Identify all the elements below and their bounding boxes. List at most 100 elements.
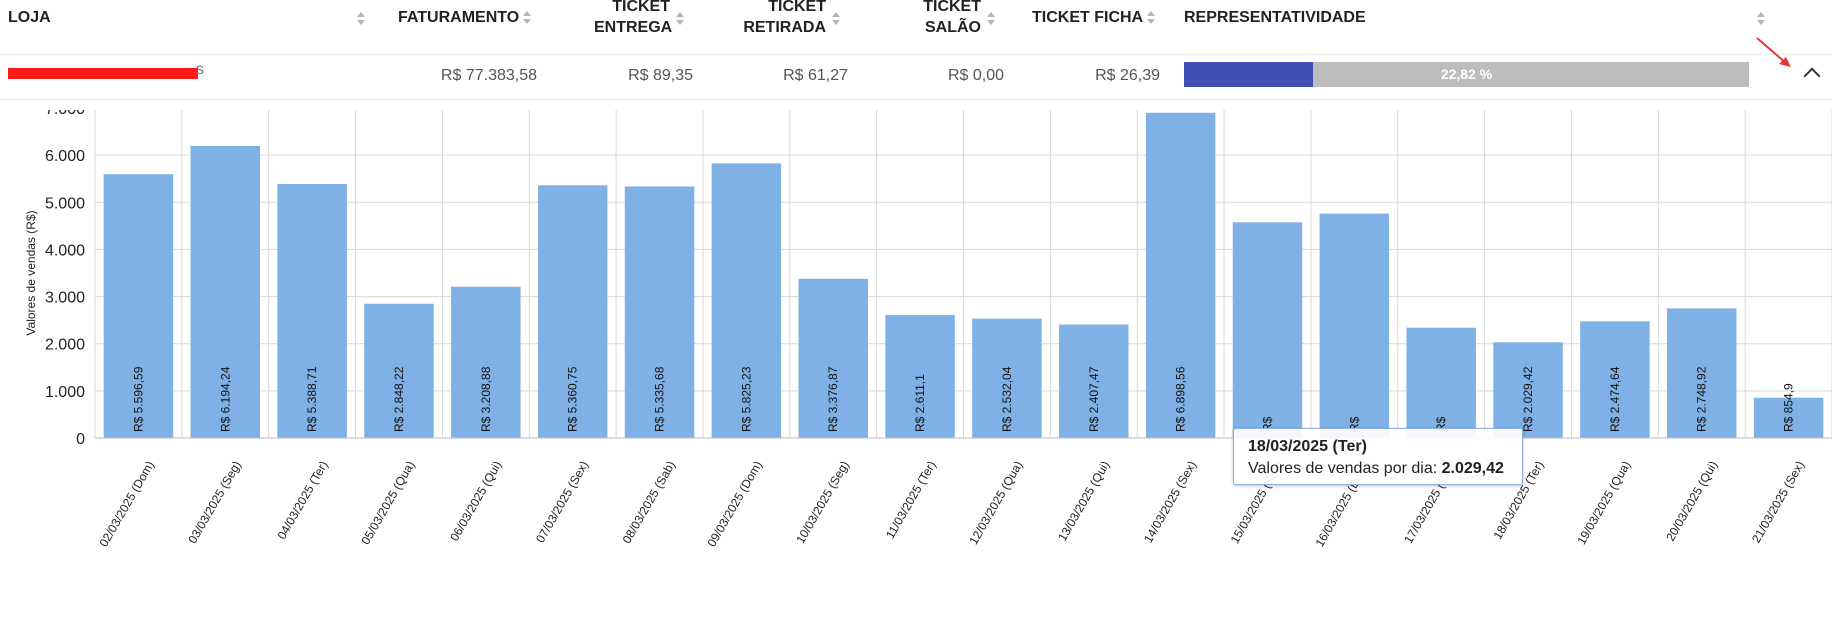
y-tick-label: 4.000 [45, 242, 85, 259]
bar[interactable] [1753, 397, 1824, 438]
bar[interactable] [277, 183, 347, 438]
x-tick-label: 02/03/2025 (Dom) [97, 459, 157, 550]
y-tick-label: 2.000 [45, 337, 85, 354]
sort-ticket-ficha-icon[interactable] [1146, 10, 1156, 25]
y-tick-label: 3.000 [45, 290, 85, 307]
bar-value-label: R$ 5.825,23 [739, 366, 753, 432]
bar-value-label: R$ 2.748,92 [1695, 366, 1709, 432]
table-row[interactable]: s R$ 77.383,58 R$ 89,35 R$ 61,27 R$ 0,00… [0, 55, 1832, 100]
bar[interactable] [451, 286, 521, 438]
bar[interactable] [1666, 308, 1737, 438]
table-header: LOJA FATURAMENTO TICKET ENTREGA TICKET R… [0, 0, 1832, 55]
progress-fill [1184, 62, 1313, 87]
header-ticket-entrega-line1: TICKET [612, 0, 670, 15]
header-ticket-ficha-label: TICKET FICHA [1032, 9, 1144, 27]
cell-ticket-salao: R$ 0,00 [947, 67, 1004, 84]
sort-faturamento-icon[interactable] [522, 10, 532, 25]
x-tick-label: 10/03/2025 (Seg) [793, 459, 851, 546]
tooltip-line: Valores de vendas por dia: 2.029,42 [1248, 457, 1522, 481]
bar[interactable] [972, 318, 1042, 438]
bar[interactable] [364, 303, 434, 438]
bar-value-label: R$ 2.848,22 [392, 366, 406, 432]
bar-value-label: R$ 2.474,64 [1608, 366, 1622, 432]
bar[interactable] [1580, 321, 1650, 438]
x-tick-label: 03/03/2025 (Seg) [185, 459, 243, 546]
bar-value-label: R$ 2.611,1 [913, 374, 927, 432]
bar-value-label: R$ 3.376,87 [826, 366, 840, 432]
bar-value-label: R$ 6.898,56 [1174, 366, 1188, 432]
header-representatividade[interactable]: REPRESENTATIVIDADE [1184, 7, 1366, 28]
cell-ticket-ficha: R$ 26,39 [1095, 67, 1160, 84]
sort-loja-icon[interactable] [356, 12, 366, 26]
x-tick-label: 12/03/2025 (Qua) [966, 459, 1025, 547]
bar-value-label: R$ 5.596,59 [131, 366, 145, 432]
bar-value-label: R$ 5.360,75 [566, 366, 580, 432]
bar-value-label: R$ 5.388,71 [305, 366, 319, 432]
bar[interactable] [798, 278, 868, 438]
store-name-tail: s [196, 61, 204, 78]
bar-value-label: R$ 854,9 [1782, 383, 1796, 432]
tooltip-label: Valores de vendas por dia: [1248, 460, 1438, 477]
x-tick-label: 04/03/2025 (Ter) [275, 459, 331, 542]
sort-representatividade-icon[interactable] [1756, 12, 1766, 26]
bar[interactable] [1493, 342, 1563, 438]
y-tick-label: 1.000 [45, 384, 85, 401]
header-ticket-salao-line1: TICKET [923, 0, 981, 15]
x-tick-label: 09/03/2025 (Dom) [704, 459, 764, 550]
sort-ticket-salao-icon[interactable] [986, 12, 996, 26]
x-tick-label: 06/03/2025 (Qui) [447, 459, 504, 544]
redacted-store-name [8, 68, 198, 79]
bar[interactable] [885, 314, 955, 438]
header-ticket-entrega-line2: ENTREGA [594, 19, 673, 36]
y-tick-label: 5.000 [45, 195, 85, 212]
bar-value-label: R$ 3.208,88 [479, 366, 493, 432]
bar[interactable] [1319, 213, 1390, 438]
x-tick-label: 13/03/2025 (Qui) [1055, 459, 1112, 544]
bar[interactable] [1145, 112, 1216, 439]
chart-tooltip: 18/03/2025 (Ter) Valores de vendas por d… [1233, 428, 1523, 485]
x-tick-label: 21/03/2025 (Sex) [1749, 458, 1807, 545]
y-tick-label: 7.000 [45, 110, 85, 118]
header-ticket-entrega[interactable]: TICKET ENTREGA [594, 0, 673, 38]
header-ticket-salao-line2: SALÃO [925, 19, 981, 36]
header-faturamento[interactable]: FATURAMENTO [398, 7, 532, 28]
x-tick-label: 05/03/2025 (Qua) [358, 459, 417, 547]
sort-ticket-retirada-icon[interactable] [831, 12, 841, 26]
bar[interactable] [711, 163, 782, 438]
bar[interactable] [624, 186, 695, 438]
bar-value-label: R$ 2.407,47 [1087, 366, 1101, 432]
y-axis-title: Valores de vendas (R$) [24, 210, 38, 335]
x-tick-label: 14/03/2025 (Sex) [1141, 458, 1199, 545]
bar-value-label: R$ 2.029,42 [1521, 366, 1535, 432]
bar[interactable] [537, 185, 608, 438]
bar[interactable] [1406, 327, 1476, 438]
daily-sales-bar-chart: R$ 5.596,59 R$ 6.194,24 R$ 5.388,71 R$ 2.84… [24, 110, 1832, 550]
header-faturamento-label: FATURAMENTO [398, 9, 520, 27]
bar[interactable] [190, 145, 261, 438]
chart-grid [94, 110, 1832, 439]
tooltip-date: 18/03/2025 (Ter) [1248, 438, 1367, 455]
sort-ticket-entrega-icon[interactable] [675, 12, 685, 26]
cell-ticket-entrega: R$ 89,35 [628, 67, 693, 84]
x-tick-label: 20/03/2025 (Qui) [1663, 459, 1720, 544]
header-ticket-ficha[interactable]: TICKET FICHA [1032, 7, 1156, 28]
header-loja-label: LOJA [8, 9, 51, 27]
bar[interactable] [1059, 324, 1129, 438]
y-tick-label: 6.000 [45, 148, 85, 165]
header-ticket-retirada[interactable]: TICKET RETIRADA [740, 0, 826, 38]
x-tick-label: 08/03/2025 (Sab) [620, 459, 678, 546]
x-tick-label: 07/03/2025 (Sex) [533, 458, 591, 545]
y-tick-label: 0 [76, 431, 85, 448]
progress-percent-label: 22,82 % [1440, 66, 1493, 82]
tooltip-value: 2.029,42 [1441, 460, 1504, 477]
chart-bars: R$ 5.596,59 R$ 6.194,24 R$ 5.388,71 R$ 2.84… [103, 112, 1824, 439]
representatividade-progress-bar: 22,82 % [1184, 62, 1749, 87]
header-ticket-salao[interactable]: TICKET SALÃO [915, 0, 981, 38]
bar[interactable] [103, 174, 174, 438]
header-ticket-retirada-line1: TICKET [768, 0, 826, 15]
x-tick-label: 19/03/2025 (Qua) [1574, 459, 1633, 547]
x-tick-label: 11/03/2025 (Ter) [883, 459, 939, 541]
header-ticket-retirada-line2: RETIRADA [743, 19, 826, 36]
header-loja[interactable]: LOJA [8, 7, 51, 28]
bar[interactable] [1232, 222, 1303, 438]
